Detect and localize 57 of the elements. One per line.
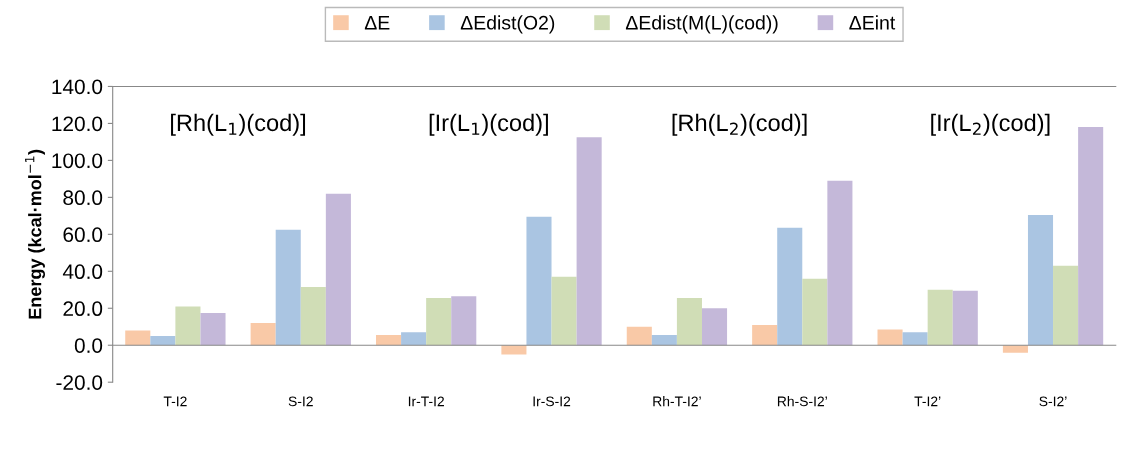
bar — [1027, 214, 1054, 346]
bar — [300, 287, 326, 346]
y-tick-label: -20.0 — [56, 375, 103, 390]
bar — [1078, 127, 1104, 346]
bar — [651, 335, 677, 346]
bar — [576, 137, 602, 346]
bar — [275, 229, 301, 346]
x-tick-label: Ir-S-I2 — [533, 396, 571, 407]
y-tick-label: 0.0 — [74, 338, 103, 353]
bar — [426, 298, 452, 346]
annotation: [Ir(L$_{2}$)(cod)] — [931, 113, 1050, 136]
bar — [827, 180, 853, 346]
annotation: [Ir(L$_{1}$)(cod)] — [429, 113, 548, 136]
y-tick-label: 40.0 — [62, 264, 103, 280]
bar — [676, 298, 702, 346]
bar — [952, 290, 978, 346]
annotation: [Rh(L$_{1}$)(cod)] — [171, 113, 306, 136]
y-tick-label: 60.0 — [63, 227, 103, 243]
x-tick-label: Rh-T-I2’ — [653, 396, 701, 407]
legend-label: ΔEdist(O2) — [460, 15, 555, 34]
bar — [752, 324, 778, 346]
bar — [1053, 265, 1079, 346]
x-tick-label: Ir-T-I2 — [408, 396, 444, 407]
bar — [401, 332, 427, 346]
bar — [200, 312, 226, 346]
bar — [376, 335, 402, 346]
y-tick-label: 80.0 — [63, 190, 103, 206]
bar — [1002, 345, 1028, 353]
bar — [451, 296, 477, 346]
bar — [526, 216, 552, 346]
bar — [551, 276, 577, 346]
x-tick-label: S-I2 — [288, 396, 313, 407]
legend-label: ΔEint — [849, 15, 896, 30]
y-tick-label: 120.0 — [52, 116, 103, 132]
bar — [927, 289, 953, 346]
y-tick-label: 100.0 — [52, 153, 103, 169]
bar — [701, 308, 728, 346]
bar — [125, 330, 151, 346]
bar — [902, 332, 928, 346]
bar — [250, 323, 276, 346]
y-tick-label: 20.0 — [63, 301, 103, 317]
bar — [802, 278, 828, 346]
legend-label: ΔE — [364, 16, 390, 30]
bar — [150, 335, 176, 346]
bar — [325, 193, 351, 346]
x-tick-label: T-I2 — [163, 396, 187, 407]
y-tick-label: 140.0 — [52, 79, 103, 95]
legend-label: ΔEdist(M(L)(cod)) — [625, 15, 778, 34]
x-tick-label: Rh-S-I2’ — [777, 396, 827, 407]
bar — [626, 326, 652, 346]
y-axis-title: Energy (kcal·mol$^{−1}$) — [25, 149, 46, 319]
annotation: [Rh(L$_{2}$)(cod)] — [672, 113, 807, 136]
x-tick-label: T-I2’ — [914, 396, 941, 407]
bar — [175, 306, 201, 346]
bar — [877, 329, 903, 346]
bar — [777, 227, 803, 346]
x-tick-label: S-I2’ — [1039, 396, 1067, 407]
